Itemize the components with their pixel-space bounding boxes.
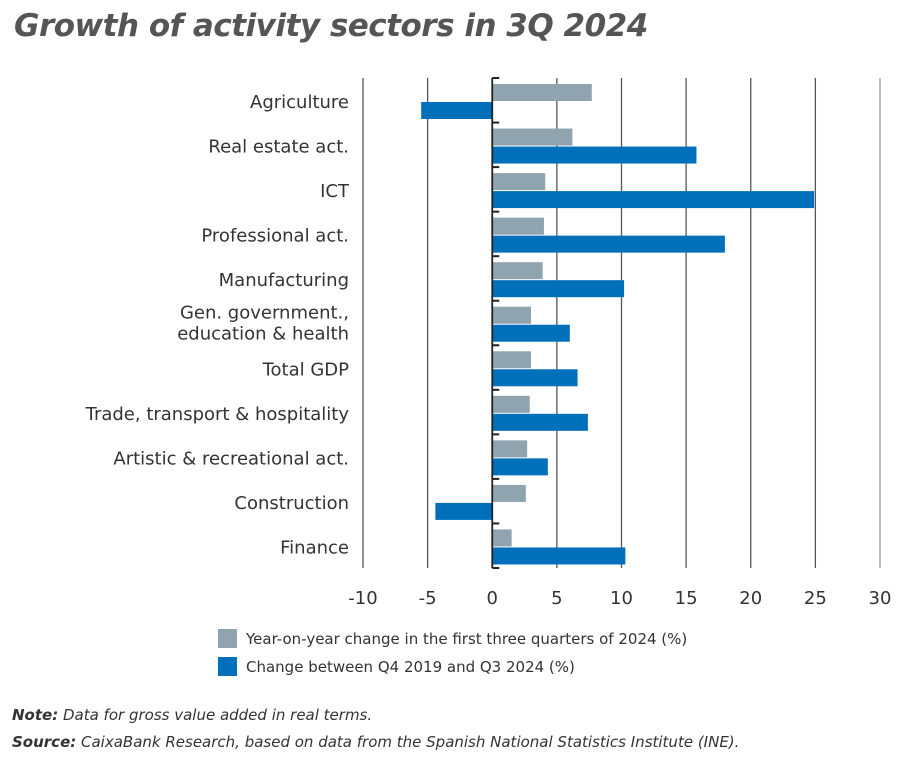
x-tick-label: 5: [551, 588, 562, 609]
bar-series2: [492, 280, 625, 298]
category-label: Trade, transport & hospitality: [85, 404, 350, 425]
bar-series1: [492, 173, 546, 191]
bar-series2: [492, 324, 570, 342]
x-tick-label: 10: [610, 588, 633, 609]
bar-series1: [492, 306, 532, 324]
bar-series2: [435, 502, 493, 520]
note: Note: Data for gross value added in real…: [12, 706, 372, 724]
legend-swatch-gray: [218, 629, 237, 648]
note-label: Note:: [12, 706, 59, 724]
bar-series1: [492, 395, 530, 413]
bar-series2: [492, 413, 588, 431]
category-label: Total GDP: [262, 359, 350, 380]
chart-title: Growth of activity sectors in 3Q 2024: [14, 8, 648, 44]
bar-series1: [492, 529, 512, 547]
x-tick-label: 30: [869, 588, 892, 609]
bar-series2: [492, 191, 815, 209]
legend-swatch-blue: [218, 657, 237, 676]
bar-series2: [492, 458, 548, 476]
bar-series1: [492, 484, 526, 502]
source: Source: CaixaBank Research, based on dat…: [12, 733, 739, 751]
source-label: Source:: [12, 733, 77, 751]
x-tick-label: 20: [739, 588, 762, 609]
category-label: Manufacturing: [219, 270, 349, 291]
bar-series1: [492, 262, 543, 280]
legend-label: Change between Q4 2019 and Q3 2024 (%): [246, 657, 575, 676]
x-tick-label: 15: [675, 588, 698, 609]
bar-series1: [492, 440, 528, 458]
category-label: Artistic & recreational act.: [113, 448, 349, 469]
bar-series2: [492, 547, 626, 565]
bar-series2: [492, 235, 725, 253]
legend-item-series2: Change between Q4 2019 and Q3 2024 (%): [218, 657, 575, 676]
x-tick-label: -10: [348, 588, 377, 609]
x-tick-label: 0: [487, 588, 498, 609]
bar-series2: [421, 102, 493, 119]
bar-series1: [492, 217, 544, 235]
category-label: Construction: [234, 493, 349, 514]
note-text: Data for gross value added in real terms…: [58, 706, 373, 724]
category-label: Real estate act.: [208, 137, 349, 158]
bar-series1: [492, 351, 532, 369]
bar-series2: [492, 369, 578, 387]
bar-series1: [492, 84, 592, 101]
legend-item-series1: Year-on-year change in the first three q…: [218, 629, 687, 648]
bar-series2: [492, 146, 697, 164]
category-label: Gen. government., education & health: [177, 303, 349, 345]
category-label: ICT: [320, 181, 350, 202]
x-tick-label: 25: [804, 588, 827, 609]
category-label: Finance: [280, 537, 349, 558]
category-label: Agriculture: [250, 92, 349, 113]
legend-label: Year-on-year change in the first three q…: [246, 629, 688, 648]
category-label: Professional act.: [201, 226, 349, 247]
bar-series1: [492, 128, 573, 146]
source-text: CaixaBank Research, based on data from t…: [76, 733, 740, 751]
x-tick-label: -5: [419, 588, 437, 609]
